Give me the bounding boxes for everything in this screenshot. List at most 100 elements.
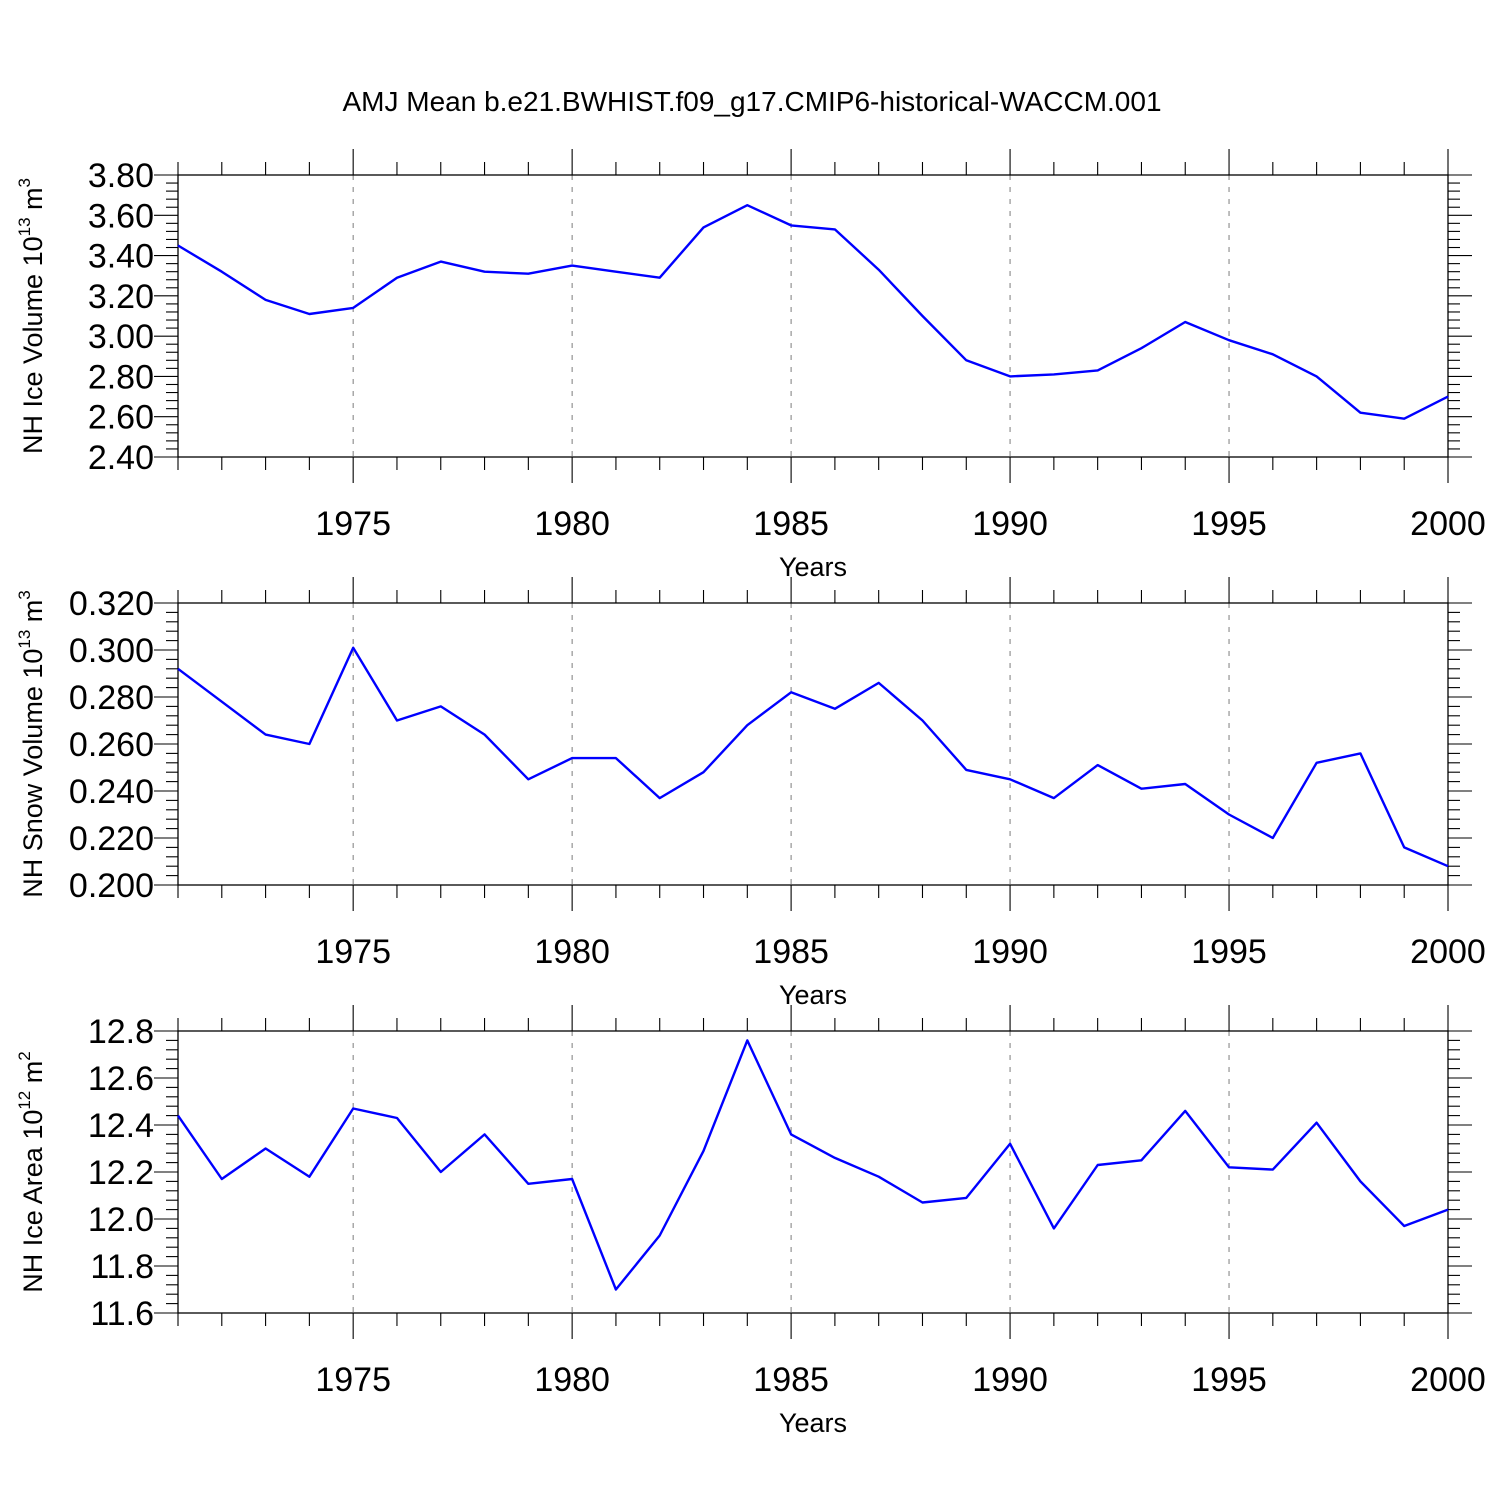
x-tick-label: 1975 [315,933,391,971]
data-point [1402,417,1406,421]
data-point [877,268,881,272]
data-point [1227,1165,1231,1169]
data-point [351,306,355,310]
panel-ice-volume: 2.402.602.803.003.203.403.603.80 1975 1980… [15,149,1486,582]
y-tick-label: 0.280 [69,679,154,717]
data-point [307,742,311,746]
data-point [789,223,793,227]
data-point [920,1201,924,1205]
data-point [1358,411,1362,415]
series-line [177,203,1449,420]
data-point [1446,395,1450,399]
data-point [176,667,180,671]
plot-frame [177,1030,1449,1314]
x-axis-label: Years [779,1408,847,1438]
y-tick-label: 11.8 [90,1248,154,1286]
y-tick-label: 3.40 [88,238,154,276]
data-point [176,1114,180,1118]
y-tick-label: 2.80 [88,358,154,396]
y-tick-label: 12.4 [88,1107,154,1145]
panel-ice-area: 11.6 11.8 12.0 12.2 12.4 12.6 12.8 1975 1980 1985… [15,1005,1486,1438]
data-point [395,276,399,280]
panel-snow-volume: 0.200 0.220 0.240 0.260 0.280 0.300 0.320 1975 1… [15,577,1486,1010]
data-point [745,1038,749,1042]
y-tick-label: 0.260 [69,726,154,764]
data-point [307,312,311,316]
data-point [1271,1168,1275,1172]
x-tick-label: 1990 [972,1361,1048,1399]
data-point [1183,782,1187,786]
data-point [1402,1224,1406,1228]
data-point [1008,374,1012,378]
y-tick-label: 3.60 [88,197,154,235]
data-point [1402,845,1406,849]
data-point [1358,751,1362,755]
y-tick-label: 0.220 [69,820,154,858]
data-point [483,270,487,274]
data-point [789,1132,793,1136]
data-point [964,1196,968,1200]
data-point [526,1182,530,1186]
data-point [526,777,530,781]
x-axis-label: Years [779,980,847,1010]
data-point [264,298,268,302]
data-point [220,700,224,704]
y-tick-label: 0.200 [69,867,154,905]
y-tick-label: 12.8 [88,1013,154,1051]
data-point [483,733,487,737]
x-tick-label: 1975 [315,1361,391,1399]
series-line [177,1039,1449,1291]
x-tick-label: 1995 [1191,933,1267,971]
y-tick-label: 0.240 [69,773,154,811]
data-point [1358,1179,1362,1183]
data-point [614,756,618,760]
data-point [1096,763,1100,767]
data-point [658,1233,662,1237]
data-point [658,276,662,280]
data-point [1183,320,1187,324]
data-point [439,260,443,264]
data-point [833,1156,837,1160]
data-point [745,723,749,727]
x-tick-label: 2000 [1410,505,1486,543]
x-tick-label: 2000 [1410,933,1486,971]
data-point [264,733,268,737]
data-point [307,1175,311,1179]
data-point [1227,813,1231,817]
data-point [745,203,749,207]
data-point [570,1177,574,1181]
data-point [1315,374,1319,378]
data-point [1183,1109,1187,1113]
data-point [1096,368,1100,372]
x-tick-label: 1985 [753,505,829,543]
data-point [1008,1142,1012,1146]
data-point [176,244,180,248]
data-point [570,264,574,268]
y-tick-label: 2.40 [88,439,154,477]
data-point [351,646,355,650]
x-tick-label: 2000 [1410,1361,1486,1399]
data-point [264,1147,268,1151]
data-point [1315,761,1319,765]
plot-frame [177,174,1449,458]
y-tick-label: 0.320 [69,585,154,623]
data-point [964,768,968,772]
x-tick-label: 1980 [534,1361,610,1399]
data-point [920,314,924,318]
data-point [833,227,837,231]
data-point [1139,346,1143,350]
data-point [789,690,793,694]
data-point [833,707,837,711]
y-tick-label: 3.80 [88,157,154,195]
data-point [395,1116,399,1120]
data-point [877,681,881,685]
data-point [1139,1158,1143,1162]
data-point [658,796,662,800]
x-tick-label: 1975 [315,505,391,543]
x-axis-label: Years [779,552,847,582]
x-tick-label: 1985 [753,1361,829,1399]
data-point [1052,372,1056,376]
y-axis-label: NH Ice Area 1012 m2 [15,1051,48,1292]
y-axis-label: NH Ice Volume 1013 m3 [15,178,48,454]
